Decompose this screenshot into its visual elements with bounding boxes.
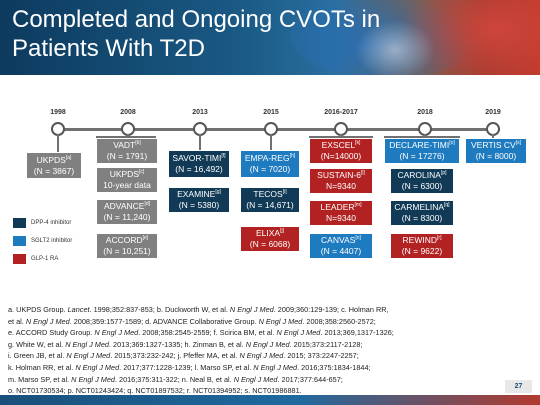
trial-box-declare-timi: DECLARE-TIMI[o] (N = 17276) [384,138,460,164]
references: a. UKPDS Group. Lancet. 1998;352:837-853… [8,305,394,396]
slide-title: Completed and Ongoing CVOTs in Patients … [12,5,432,63]
trial-box-vadt: VADT[b] (N = 1791) [96,138,158,164]
legend-swatch [13,254,26,264]
trial-box-empa-reg: EMPA-REG[h] (N = 7020) [240,150,300,178]
trial-box-carmelina: CARMELINA[q] (N = 8300) [390,200,454,226]
trial-box-ukpds: UKPDS[a] (N = 3867) [26,152,82,179]
connector-line [492,134,494,138]
connector-line [57,134,59,152]
title-line-1: Completed and Ongoing CVOTs in [12,6,381,33]
legend-swatch [13,218,26,228]
connector-line [309,136,373,138]
year-label-2015: 2015 [263,109,279,116]
year-label-2013: 2013 [192,109,208,116]
title-line-2: Patients With T2D [12,35,205,62]
legend-item-glp1: GLP-1 RA [13,252,58,266]
footer-bar [0,395,540,405]
trial-box-advance: ADVANCE[d] (N = 11,240) [96,199,158,225]
trial-box-accord: ACCORD[e] (N = 10,251) [96,233,158,259]
connector-line [384,136,460,138]
trial-box-tecos: TECOS[i] (N = 14,671) [240,187,300,213]
trial-box-leader: LEADER[m] N=9340 [309,200,373,226]
header-decoration [355,20,435,75]
trial-box-ukpds-10yr: UKPDS[c] 10-year data [96,167,158,193]
connector-line [199,134,201,150]
trial-box-vertis-cv: VERTIS CV[s] (N = 8000) [465,138,527,164]
year-label-2008: 2008 [120,109,136,116]
year-label-2018: 2018 [417,109,433,116]
legend-item-sglt2: SGLT2 inhibitor [13,234,72,248]
trial-box-rewind: REWIND[r] (N = 9622) [390,233,454,259]
trial-box-exscel: EXSCEL[k] (N=14000) [309,138,373,164]
year-label-1998: 1998 [50,109,66,116]
header-banner: Completed and Ongoing CVOTs in Patients … [0,0,540,75]
trial-box-carolina: CAROLINA[p] (N = 6300) [390,168,454,194]
year-label-2019: 2019 [485,109,501,116]
trial-box-sustain-6: SUSTAIN-6[l] N=9340 [309,168,373,194]
legend-swatch [13,236,26,246]
connector-line [96,136,156,138]
trial-box-savor-timi: SAVOR-TIMI[f] (N = 16,492) [168,150,230,178]
page-number: 27 [505,380,532,393]
trial-box-examine: EXAMINE[g] (N = 5380) [168,187,230,213]
trial-box-elixa: ELIXA[j] (N = 6068) [240,226,300,252]
year-label-2016-2017: 2016-2017 [324,109,358,116]
connector-line [270,134,272,150]
legend-item-dpp4: DPP-4 inhibitor [13,216,71,230]
trial-box-canvas: CANVAS[n] (N = 4407) [309,233,373,259]
